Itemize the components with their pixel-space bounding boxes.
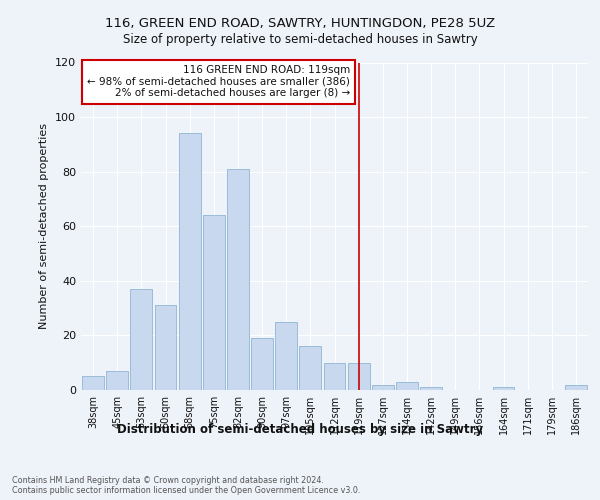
Bar [396,382,418,390]
Text: 116 GREEN END ROAD: 119sqm
← 98% of semi-detached houses are smaller (386)
2% of: 116 GREEN END ROAD: 119sqm ← 98% of semi… [88,65,350,98]
Text: 116, GREEN END ROAD, SAWTRY, HUNTINGDON, PE28 5UZ: 116, GREEN END ROAD, SAWTRY, HUNTINGDON,… [105,18,495,30]
Bar [372,384,394,390]
Bar [493,388,514,390]
Bar [299,346,321,390]
Bar [179,134,200,390]
Bar [275,322,297,390]
Bar [130,289,152,390]
Bar [323,362,346,390]
Y-axis label: Number of semi-detached properties: Number of semi-detached properties [40,123,49,329]
Bar [420,388,442,390]
Text: Contains HM Land Registry data © Crown copyright and database right 2024.
Contai: Contains HM Land Registry data © Crown c… [12,476,361,495]
Bar [227,169,249,390]
Text: Distribution of semi-detached houses by size in Sawtry: Distribution of semi-detached houses by … [117,422,483,436]
Bar [565,384,587,390]
Bar [203,216,224,390]
Bar [155,306,176,390]
Bar [348,362,370,390]
Bar [251,338,273,390]
Text: Size of property relative to semi-detached houses in Sawtry: Size of property relative to semi-detach… [122,32,478,46]
Bar [106,371,128,390]
Bar [82,376,104,390]
